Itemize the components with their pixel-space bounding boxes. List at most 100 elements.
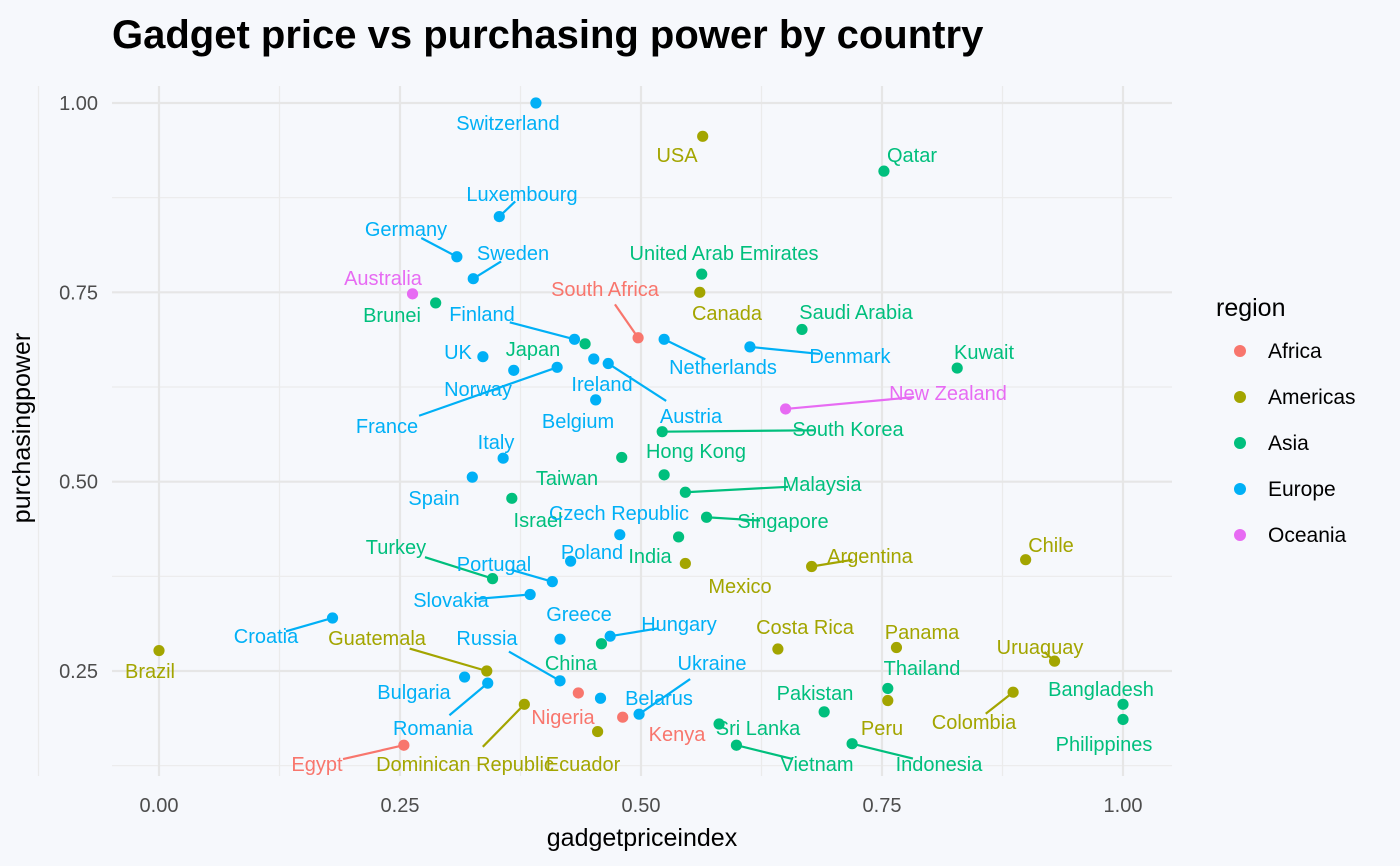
point-label: Costa Rica xyxy=(756,617,855,639)
point-label: India xyxy=(628,546,672,568)
scatter-point xyxy=(694,286,706,298)
point-label: Netherlands xyxy=(669,357,777,379)
scatter-point xyxy=(546,576,558,588)
scatter-point xyxy=(530,97,542,109)
point-label: Mexico xyxy=(708,576,771,598)
scatter-point xyxy=(672,531,685,543)
scatter-point xyxy=(467,273,479,285)
point-label: Israel xyxy=(514,510,563,532)
scatter-point xyxy=(780,403,792,415)
scatter-point xyxy=(508,364,520,376)
leader-line xyxy=(424,556,493,580)
grid-lines xyxy=(37,86,1172,776)
point-label: Chile xyxy=(1028,535,1074,557)
point-label: Uruaguay xyxy=(997,637,1084,659)
point-label: Taiwan xyxy=(536,468,598,490)
point-label: Belgium xyxy=(542,411,614,433)
point-label: Canada xyxy=(692,303,763,325)
point-label: Hong Kong xyxy=(646,441,746,463)
point-label: Argentina xyxy=(827,546,913,568)
x-axis-ticks: 0.00 0.25 0.50 0.75 1.00 xyxy=(140,795,1143,817)
leader-line xyxy=(474,593,531,601)
scatter-point xyxy=(713,718,725,730)
point-label: Vietnam xyxy=(780,754,853,776)
point-label: Norway xyxy=(444,379,512,401)
point-label: Colombia xyxy=(932,712,1017,734)
point-label: Denmark xyxy=(809,346,891,368)
y-axis-title: purchasingpower xyxy=(8,333,36,523)
leader-line xyxy=(749,345,821,356)
scatter-point xyxy=(700,511,713,523)
leader-line xyxy=(511,568,553,583)
y-tick-label: 1.00 xyxy=(59,93,98,115)
y-tick-label: 0.25 xyxy=(59,661,98,683)
point-label: Italy xyxy=(478,432,515,454)
point-label: Thailand xyxy=(884,658,961,680)
point-label: Dominican Republic xyxy=(376,754,554,776)
point-label: Finland xyxy=(449,304,515,326)
scatter-point xyxy=(486,573,499,585)
point-label: Russia xyxy=(456,628,518,650)
scatter-point xyxy=(679,486,691,498)
scatter-point xyxy=(658,333,670,345)
scatter-point xyxy=(744,341,756,353)
point-label: Panama xyxy=(885,622,960,644)
leader-line xyxy=(811,558,853,568)
point-label: Bangladesh xyxy=(1048,679,1154,701)
point-label: South Africa xyxy=(551,279,660,301)
y-axis-ticks: 0.25 0.50 0.75 1.00 xyxy=(59,93,98,683)
legend-key-asia xyxy=(1234,437,1246,449)
leader-line xyxy=(851,742,914,760)
scatter-point xyxy=(565,555,577,567)
point-label: Malaysia xyxy=(783,474,863,496)
scatter-point xyxy=(656,426,668,438)
leader-line xyxy=(736,744,794,761)
point-label: Ukraine xyxy=(678,653,747,675)
leader-line xyxy=(638,678,691,716)
scatter-point xyxy=(882,682,894,695)
scatter-point xyxy=(1020,554,1032,566)
scatter-point xyxy=(458,671,471,683)
leader-line xyxy=(448,682,489,717)
scatter-point xyxy=(1007,686,1019,698)
scatter-point xyxy=(430,297,442,309)
point-label: Qatar xyxy=(887,145,937,167)
point-label: Philippines xyxy=(1056,734,1153,756)
point-label: Indonesia xyxy=(896,754,984,776)
point-label: Germany xyxy=(365,219,447,241)
scatter-point xyxy=(481,665,493,677)
scatter-point xyxy=(614,529,626,541)
scatter-point xyxy=(493,211,505,223)
scatter-point xyxy=(878,165,890,177)
leader-line xyxy=(662,429,815,433)
scatter-point xyxy=(696,268,708,280)
scatter-point xyxy=(602,357,614,370)
scatter-point xyxy=(153,644,165,657)
legend-key-oceania xyxy=(1234,529,1246,541)
scatter-point xyxy=(497,452,509,464)
point-label: Croatia xyxy=(234,626,299,648)
scatter-point xyxy=(818,706,830,718)
legend-label-asia: Asia xyxy=(1268,432,1309,455)
point-label: United Arab Emirates xyxy=(630,243,819,265)
scatter-point xyxy=(590,394,602,406)
leader-line xyxy=(685,485,789,494)
scatter-point xyxy=(482,677,494,689)
chart-title: Gadget price vs purchasing power by coun… xyxy=(112,13,984,57)
x-tick-label: 0.25 xyxy=(381,795,420,817)
scatter-point xyxy=(1117,698,1129,710)
leader-line xyxy=(607,362,667,402)
scatter-point xyxy=(554,633,566,645)
scatter-point xyxy=(679,557,691,570)
scatter-point xyxy=(451,251,463,263)
point-label: Romania xyxy=(393,718,474,740)
scatter-point xyxy=(632,332,644,344)
leader-line xyxy=(482,703,526,748)
point-label: South Korea xyxy=(792,419,904,441)
x-tick-label: 0.75 xyxy=(863,795,902,817)
point-label: Turkey xyxy=(366,537,426,559)
scatter-point xyxy=(554,675,566,687)
scatter-point xyxy=(730,739,743,751)
point-label: Greece xyxy=(546,604,612,626)
plot-panel: 0.00 0.25 0.50 0.75 1.00 0.25 0.50 0.75 1.00 Sw… xyxy=(37,86,1172,817)
